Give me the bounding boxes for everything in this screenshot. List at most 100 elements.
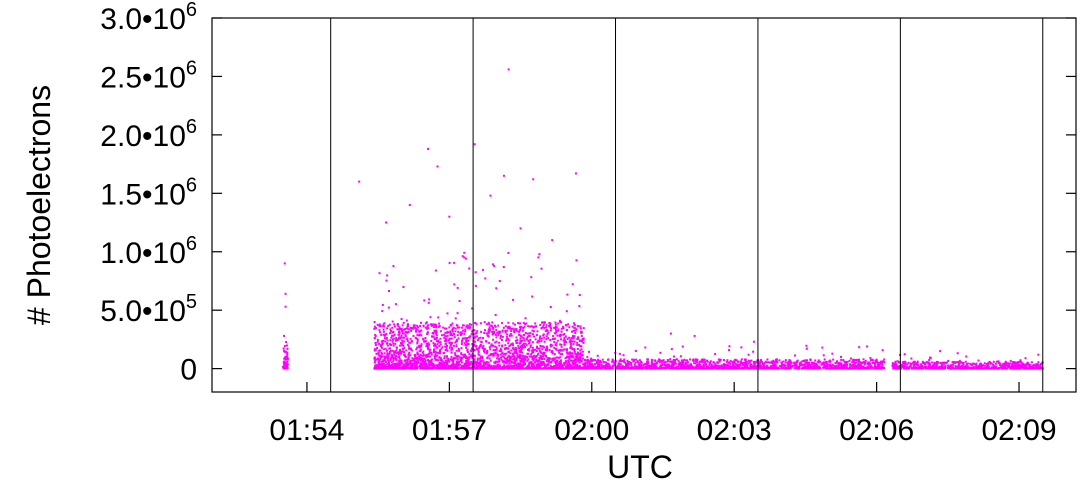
- data-point: [584, 361, 587, 364]
- data-point: [456, 354, 459, 357]
- data-point: [551, 350, 554, 353]
- data-point: [531, 329, 534, 332]
- data-point: [501, 330, 504, 333]
- data-point: [623, 365, 626, 368]
- data-point: [521, 354, 524, 357]
- data-point: [413, 326, 416, 329]
- data-point: [794, 365, 797, 368]
- data-point: [780, 362, 783, 365]
- data-point: [424, 326, 427, 329]
- data-point: [503, 364, 506, 367]
- data-point: [565, 310, 568, 313]
- data-point: [564, 361, 567, 364]
- data-point: [396, 328, 399, 331]
- data-point: [566, 293, 569, 296]
- data-point: [542, 324, 545, 327]
- data-point: [467, 339, 470, 342]
- data-point: [527, 339, 530, 342]
- data-point: [541, 345, 544, 348]
- data-point: [723, 367, 726, 370]
- data-point: [997, 367, 1000, 370]
- data-point: [833, 366, 836, 369]
- data-point: [408, 351, 411, 354]
- data-point: [717, 358, 720, 361]
- data-point: [489, 359, 492, 362]
- data-point: [577, 336, 580, 339]
- data-point: [898, 364, 901, 367]
- data-point: [427, 324, 430, 327]
- data-point: [512, 353, 515, 356]
- data-point: [522, 362, 525, 365]
- data-point: [580, 332, 583, 335]
- data-point: [441, 363, 444, 366]
- data-point: [520, 325, 523, 328]
- data-point: [977, 365, 980, 368]
- data-point: [1010, 365, 1013, 368]
- data-point: [594, 367, 597, 370]
- data-point: [444, 361, 447, 364]
- plot-frame: [211, 17, 1077, 393]
- data-point: [827, 360, 830, 363]
- data-point: [382, 333, 385, 336]
- data-point: [702, 364, 705, 367]
- y-tick-label: 0: [180, 354, 197, 387]
- data-point: [489, 348, 492, 351]
- data-point: [849, 367, 852, 370]
- data-point: [538, 357, 541, 360]
- data-point: [458, 300, 461, 303]
- data-point: [681, 366, 684, 369]
- data-point: [696, 358, 699, 361]
- data-point: [455, 340, 458, 343]
- data-point: [1039, 364, 1042, 367]
- data-point: [481, 357, 484, 360]
- data-point: [442, 362, 445, 365]
- data-point: [461, 367, 464, 370]
- data-point: [435, 336, 438, 339]
- data-point: [474, 271, 477, 274]
- data-point: [446, 362, 449, 365]
- data-point: [737, 367, 740, 370]
- data-point: [473, 333, 476, 336]
- data-point: [569, 346, 572, 349]
- data-point: [537, 347, 540, 350]
- data-point: [449, 334, 452, 337]
- data-point: [491, 344, 494, 347]
- data-point: [382, 325, 385, 328]
- data-point: [668, 364, 671, 367]
- data-point: [433, 349, 436, 352]
- data-point: [763, 366, 766, 369]
- data-point: [913, 360, 916, 363]
- data-point: [374, 342, 377, 345]
- data-point: [437, 341, 440, 344]
- data-point: [431, 335, 434, 338]
- data-point: [495, 366, 498, 369]
- data-point: [574, 352, 577, 355]
- data-point: [463, 342, 466, 345]
- data-point: [502, 355, 505, 358]
- data-point: [632, 360, 635, 363]
- data-point: [543, 367, 546, 370]
- data-point: [873, 367, 876, 370]
- data-point: [486, 334, 489, 337]
- data-point: [542, 352, 545, 355]
- data-point: [581, 340, 584, 343]
- data-point: [829, 364, 832, 367]
- data-point: [729, 360, 732, 363]
- data-point: [850, 357, 853, 360]
- data-point: [400, 352, 403, 355]
- data-point: [514, 323, 517, 326]
- data-point: [406, 340, 409, 343]
- data-point: [386, 274, 389, 277]
- data-point: [545, 335, 548, 338]
- data-point: [954, 361, 957, 364]
- data-point: [501, 329, 504, 332]
- data-point: [506, 357, 509, 360]
- data-point: [840, 364, 843, 367]
- data-point: [387, 361, 390, 364]
- data-point: [929, 365, 932, 368]
- data-point: [554, 367, 557, 370]
- data-point: [423, 299, 426, 302]
- data-point: [838, 362, 841, 365]
- data-point: [560, 330, 563, 333]
- data-point: [387, 324, 390, 327]
